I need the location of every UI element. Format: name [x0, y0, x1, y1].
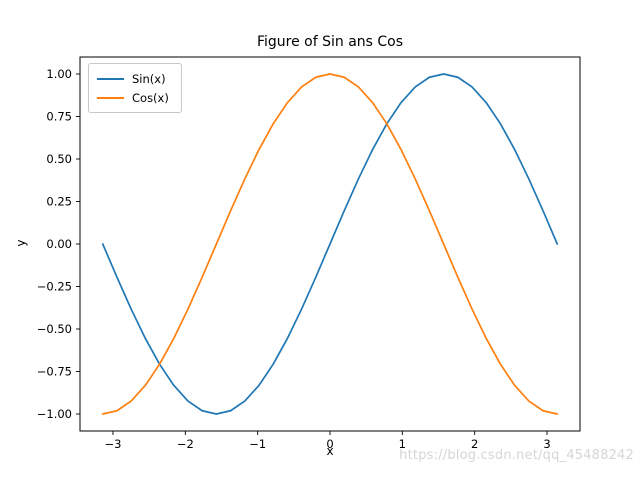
x-tick-label: 3: [543, 437, 550, 451]
y-tick-label: 0.25: [46, 195, 72, 209]
y-tick-label: −0.50: [37, 322, 72, 336]
y-tick-label: −1.00: [37, 407, 72, 421]
x-tick-label: −2: [177, 437, 194, 451]
x-tick-label: −1: [249, 437, 266, 451]
x-tick-label: 0: [326, 437, 333, 451]
x-axis-label: x: [326, 444, 334, 458]
y-tick-label: 0.75: [46, 110, 72, 124]
legend-item: Sin(x): [97, 69, 169, 88]
legend-label: Sin(x): [132, 71, 166, 86]
legend: Sin(x) Cos(x): [88, 63, 182, 113]
y-tick-label: −0.25: [37, 280, 72, 294]
x-tick-label: 2: [471, 437, 478, 451]
series-line-cosx: [101, 73, 559, 415]
legend-line-swatch: [97, 77, 124, 80]
x-tick-label: −3: [105, 437, 122, 451]
legend-item: Cos(x): [97, 88, 169, 107]
y-axis-label: y: [14, 239, 28, 247]
y-tick-label: 0.50: [46, 152, 72, 166]
x-tick-label: 1: [399, 437, 406, 451]
legend-label: Cos(x): [132, 90, 169, 105]
y-tick-label: 1.00: [46, 67, 72, 81]
y-tick-label: 0.00: [46, 237, 72, 251]
legend-line-swatch: [97, 96, 124, 99]
chart-title: Figure of Sin ans Cos: [256, 34, 404, 50]
y-tick-label: −0.75: [37, 365, 72, 379]
watermark-text: https://blog.csdn.net/qq_45488242: [399, 448, 634, 463]
series-line-sinx: [101, 73, 559, 415]
